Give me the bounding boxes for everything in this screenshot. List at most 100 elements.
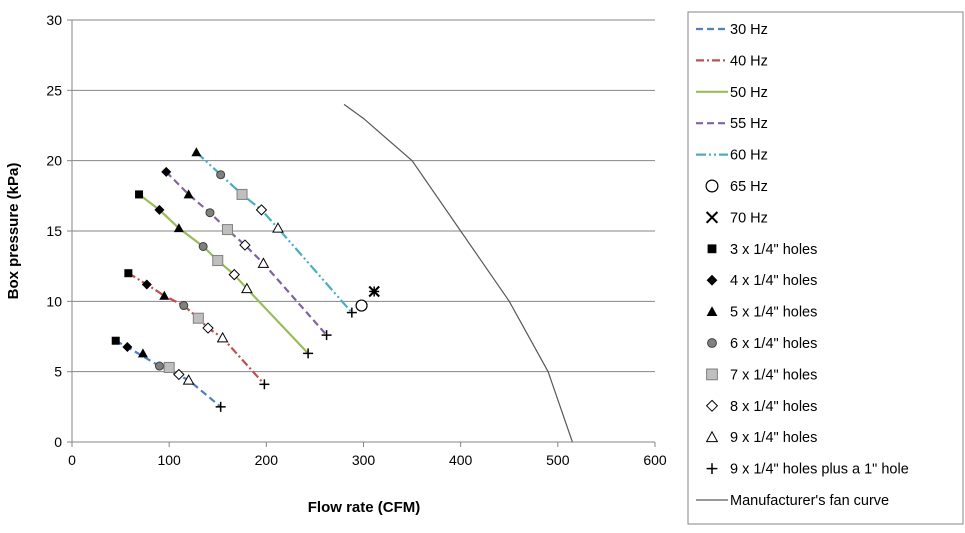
series-line-50-hz (138, 193, 309, 355)
legend-entry: 65 Hz (705, 179, 768, 195)
marker-shape (257, 257, 270, 268)
data-point (198, 241, 208, 251)
legend-label: 40 Hz (730, 53, 768, 69)
y-tick-label: 15 (46, 223, 62, 239)
legend-swatch-marker (706, 368, 718, 381)
data-point (228, 268, 240, 281)
data-point (159, 290, 170, 300)
legend-swatch-marker (705, 430, 719, 443)
legend-label: 30 Hz (730, 22, 768, 38)
marker-shape (159, 290, 170, 300)
data-point (236, 188, 248, 200)
legend-entry: 60 Hz (696, 148, 768, 164)
legend-entry: 70 Hz (705, 210, 768, 226)
legend-swatch-marker (707, 244, 717, 254)
x-axis-label: Flow rate (CFM) (308, 499, 421, 516)
legend-label: 60 Hz (730, 148, 768, 164)
legend-swatch-marker (705, 211, 719, 224)
marker-shape (173, 223, 184, 233)
marker-shape (179, 301, 189, 311)
fan-curve (343, 103, 573, 443)
marker-shape (706, 306, 718, 316)
marker-shape (355, 299, 368, 312)
marker-shape (705, 399, 719, 412)
legend-entry: 7 x 1/4" holes (706, 367, 817, 383)
data-point (163, 361, 175, 373)
legend: 30 Hz 40 Hz 50 Hz 55 Hz 60 Hz 65 Hz 70 Hz 3 x 1… (687, 11, 964, 525)
marker-shape (255, 204, 268, 216)
marker-shape (161, 166, 172, 177)
marker-shape (154, 361, 164, 371)
series-markers (111, 147, 380, 412)
legend-label: 8 x 1/4" holes (730, 399, 817, 415)
data-point (135, 190, 144, 199)
legend-label: 3 x 1/4" holes (730, 242, 817, 258)
legend-entry: 9 x 1/4" holes plus a 1" hole (706, 462, 909, 478)
data-point (183, 189, 194, 199)
data-point (202, 322, 214, 334)
legend-label: 5 x 1/4" holes (730, 305, 817, 321)
marker-shape (154, 204, 165, 215)
x-tick-label: 300 (352, 452, 376, 468)
legend-swatch-marker (705, 179, 719, 193)
legend-entry: 30 Hz (696, 22, 768, 38)
data-point (368, 285, 380, 298)
marker-shape (198, 241, 208, 251)
data-point (221, 224, 233, 236)
data-point (355, 299, 368, 312)
marker-shape (192, 312, 204, 324)
legend-label: 65 Hz (730, 179, 768, 195)
data-point (216, 170, 226, 180)
data-point (215, 401, 226, 412)
data-point (173, 223, 184, 233)
legend-label: 4 x 1/4" holes (730, 273, 817, 289)
marker-shape (137, 348, 148, 358)
marker-shape (122, 342, 133, 353)
legend-label: Manufacturer's fan curve (730, 493, 889, 509)
x-tick-label: 0 (68, 452, 76, 468)
marker-shape (111, 336, 120, 345)
marker-shape (202, 322, 214, 334)
marker-shape (705, 179, 719, 193)
marker-shape (216, 170, 226, 180)
marker-shape (163, 361, 175, 373)
data-point (303, 348, 314, 359)
x-tick-label: 500 (546, 452, 570, 468)
marker-shape (706, 368, 718, 381)
y-tick-label: 25 (46, 82, 62, 98)
x-tick-label: 400 (449, 452, 473, 468)
marker-shape (135, 190, 144, 199)
data-point (141, 279, 152, 290)
y-tick-label: 20 (46, 153, 62, 169)
y-tick-label: 5 (54, 364, 62, 380)
data-point (179, 301, 189, 311)
legend-swatch-marker (707, 338, 717, 348)
data-point (192, 312, 204, 324)
data-point (182, 374, 195, 385)
y-axis-label: Box pressure (kPa) (5, 163, 22, 300)
data-point (161, 166, 172, 177)
legend-label: 9 x 1/4" holes (730, 430, 817, 446)
legend-label: 6 x 1/4" holes (730, 336, 817, 352)
legend-entry: 50 Hz (696, 85, 768, 101)
marker-shape (228, 268, 240, 281)
data-point (346, 307, 357, 318)
legend-entry: 3 x 1/4" holes (707, 242, 817, 258)
data-point (205, 208, 215, 218)
data-point (241, 282, 253, 294)
data-point (154, 361, 164, 371)
marker-shape (124, 269, 133, 278)
data-point (154, 204, 165, 215)
data-point (272, 222, 284, 233)
legend-label: 9 x 1/4" holes plus a 1" hole (730, 462, 909, 478)
series-line-60-hz (195, 151, 353, 314)
x-tick-label: 600 (643, 452, 667, 468)
marker-shape (706, 274, 718, 286)
legend-label: 7 x 1/4" holes (730, 367, 817, 383)
legend-label: 55 Hz (730, 116, 768, 132)
legend-swatch-marker (705, 399, 719, 412)
legend-entry: 9 x 1/4" holes (705, 430, 817, 446)
